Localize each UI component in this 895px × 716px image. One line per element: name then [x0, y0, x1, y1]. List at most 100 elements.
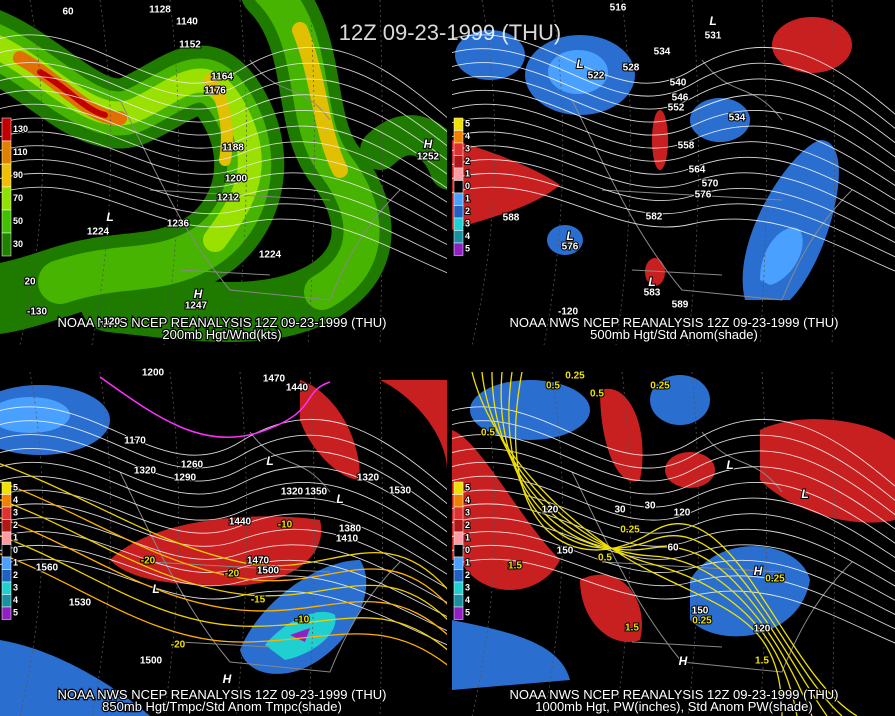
contour-label: 1164 — [211, 72, 233, 83]
contour-label: 20 — [24, 277, 36, 288]
contour-line — [0, 448, 447, 533]
legend-label: 0 — [465, 181, 470, 191]
contour-label: 589 — [672, 300, 689, 311]
legend-swatch — [1, 232, 12, 257]
legend-swatch — [1, 581, 12, 595]
contour-line — [0, 117, 447, 203]
legend-swatch — [453, 581, 464, 595]
grid-line — [831, 0, 835, 345]
contour-line — [0, 76, 447, 161]
contour-label: 1247 — [185, 301, 208, 312]
legend-swatch — [1, 531, 12, 545]
panel-lines — [452, 372, 895, 716]
contour-label: 576 — [695, 190, 712, 201]
contour-label: L — [566, 229, 573, 243]
contour-label: 120 — [754, 624, 771, 635]
contour-label: 0.5 — [598, 553, 612, 564]
panel-subtitle: 200mb Hgt/Wnd(kts) — [162, 327, 281, 342]
legend-label: 3 — [465, 219, 470, 229]
contour-line — [452, 420, 895, 501]
contour-label: 534 — [729, 113, 746, 124]
isotherm — [0, 535, 447, 651]
contour-line — [452, 76, 895, 158]
pw-contour — [508, 372, 843, 716]
grid-line — [543, 372, 564, 716]
legend-swatch — [453, 155, 464, 169]
contour-label: 1252 — [417, 152, 440, 163]
contour-label: -20 — [225, 569, 240, 580]
contour-label: 0.25 — [650, 381, 670, 392]
legend-swatch — [453, 594, 464, 608]
contour-label: L — [576, 57, 583, 71]
contour-label: 1236 — [167, 219, 190, 230]
legend-swatch — [453, 230, 464, 244]
legend-label: 5 — [465, 244, 470, 254]
panel-subtitle: 500mb Hgt/Std Anom(shade) — [590, 327, 758, 342]
contour-line — [0, 103, 447, 189]
legend-swatch — [453, 569, 464, 583]
contour-label: 1560 — [36, 563, 59, 574]
contour-line — [0, 475, 447, 561]
legend-label: 3 — [13, 508, 18, 518]
isotherm — [0, 499, 447, 621]
legend-label: 1 — [465, 558, 470, 568]
legend-label: 1 — [465, 194, 470, 204]
legend-label: 2 — [465, 156, 470, 166]
legend-swatch — [453, 531, 464, 545]
contour-line — [452, 461, 895, 544]
legend-label: 3 — [13, 583, 18, 593]
contour-label: 522 — [588, 71, 605, 82]
contour-label: 540 — [670, 78, 687, 89]
contour-label: H — [424, 137, 433, 151]
panel-caption: NOAA NWS NCEP REANALYSIS 12Z 09-23-1999 … — [58, 687, 387, 702]
contour-label: 1470 — [247, 556, 270, 567]
contour-label: 120 — [674, 508, 691, 519]
contour-label: 1224 — [87, 227, 110, 238]
legend-label: 1 — [13, 558, 18, 568]
legend-label: 2 — [13, 520, 18, 530]
contour-label: 1.5 — [508, 561, 522, 572]
contour-line — [0, 461, 447, 547]
legend-swatch — [1, 606, 12, 620]
contour-label: H — [754, 564, 763, 578]
legend-label: 2 — [465, 206, 470, 216]
contour-label: 1140 — [176, 17, 198, 28]
legend-label: 70 — [13, 193, 23, 203]
legend-swatch — [1, 209, 12, 234]
contour-label: -120 — [558, 307, 578, 318]
legend-label: 3 — [465, 144, 470, 154]
contour-line — [452, 62, 895, 144]
contour-label: 1170 — [124, 436, 146, 447]
contour-label: 1212 — [217, 193, 240, 204]
contour-label: 1500 — [140, 656, 163, 667]
contour-line — [0, 145, 447, 231]
contour-label: 531 — [705, 31, 722, 42]
isotherm — [0, 463, 447, 590]
contour-label: -20 — [171, 640, 186, 651]
legend-swatch — [453, 192, 464, 206]
legend-swatch — [453, 142, 464, 156]
grid-line — [687, 372, 700, 716]
contour-label: 1.5 — [755, 656, 769, 667]
legend-label: 2 — [13, 570, 18, 580]
contour-label: 1530 — [69, 598, 92, 609]
legend-label: 4 — [465, 495, 470, 505]
grid-line — [19, 0, 44, 345]
panel-lines — [0, 372, 447, 716]
contour-label: 1500 — [257, 566, 280, 577]
contour-line — [0, 48, 447, 133]
contour-label: 588 — [503, 213, 520, 224]
contour-label: 582 — [646, 212, 663, 223]
legend-label: 2 — [465, 570, 470, 580]
contour-line — [0, 558, 447, 646]
contour-label: 60 — [667, 543, 679, 554]
contour-line — [0, 186, 447, 274]
contour-label: 150 — [692, 606, 709, 617]
contour-label: -15 — [251, 595, 266, 606]
grid-line — [307, 372, 315, 716]
pw-contour — [514, 372, 858, 716]
legend-swatch — [453, 544, 464, 558]
contour-line — [452, 406, 895, 487]
grid-line — [235, 0, 248, 345]
